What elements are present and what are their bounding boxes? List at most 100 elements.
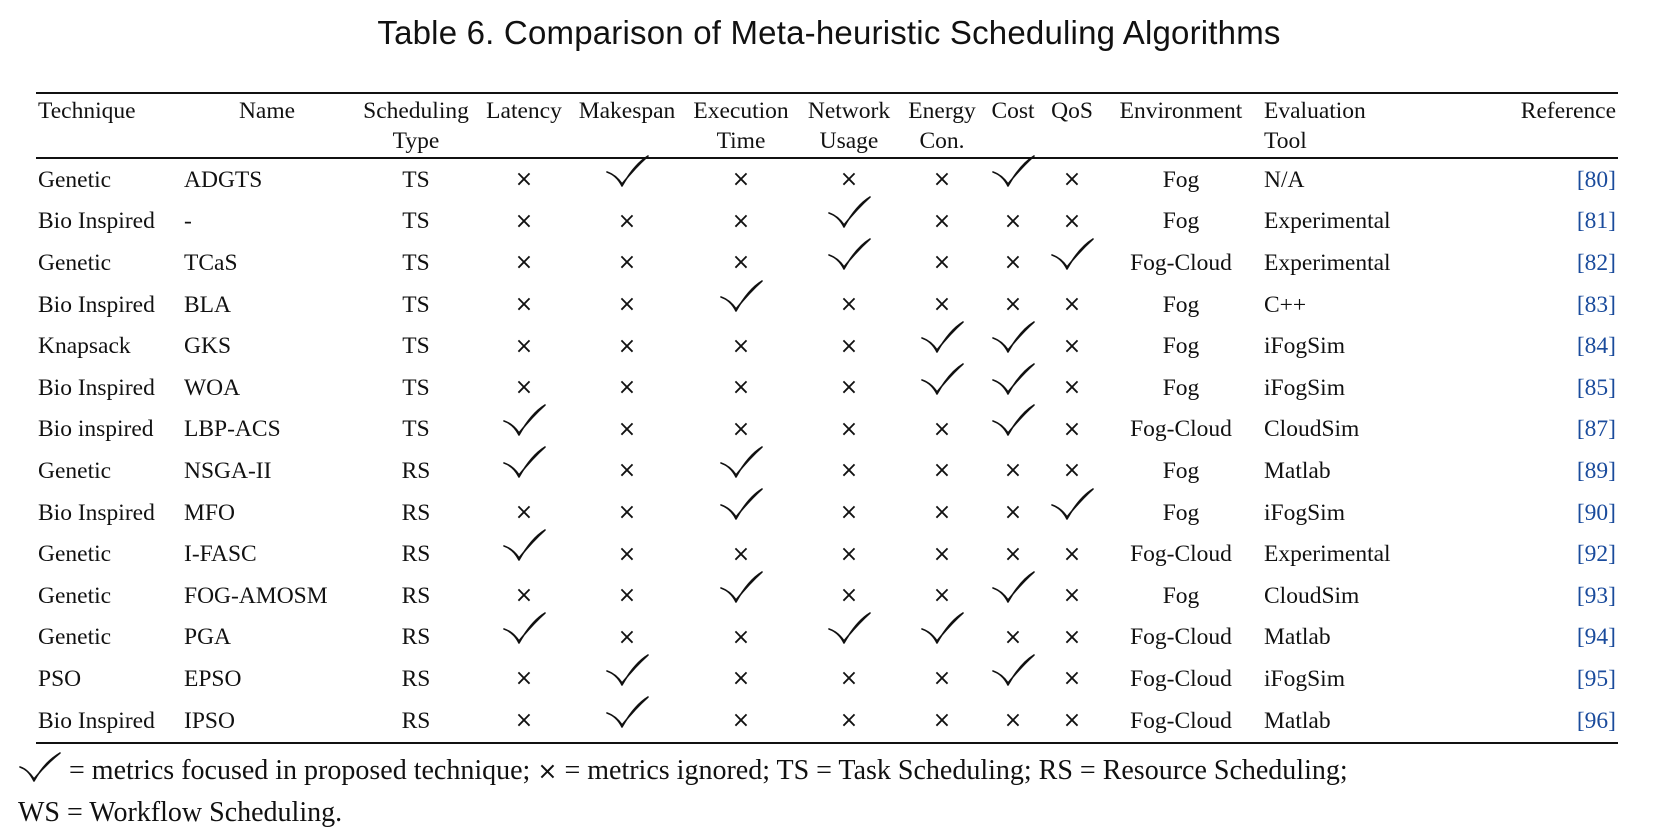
column-header-line-2: Tool — [1264, 128, 1307, 154]
metric-cell — [686, 570, 796, 617]
table-row: Genetic NSGA-II RS × × × × × Fog Matlab [89] — [36, 446, 1618, 492]
cross-icon: × — [932, 250, 952, 276]
cross-icon: × — [932, 416, 952, 442]
reference-cell: [87] — [1436, 409, 1618, 451]
cross-icon: × — [839, 416, 859, 442]
reference-link[interactable]: 83 — [1584, 291, 1609, 318]
evaluation-tool-cell: Experimental — [1264, 249, 1391, 276]
reference-link[interactable]: 84 — [1584, 333, 1609, 360]
check-icon — [1051, 238, 1094, 270]
cross-icon: × — [617, 208, 637, 234]
reference-link[interactable]: 93 — [1584, 582, 1609, 609]
scheduling-type-cell: RS — [401, 665, 431, 692]
reference-link[interactable]: 89 — [1584, 457, 1609, 484]
column-header: Energy Con. — [902, 94, 982, 159]
cross-icon: × — [1003, 292, 1023, 318]
scheduling-type-cell: TS — [402, 416, 430, 443]
cross-icon: × — [1003, 458, 1023, 484]
close-bracket: ] — [1608, 166, 1616, 193]
cross-icon: × — [932, 208, 952, 234]
metric-cell — [796, 196, 902, 243]
reference-link[interactable]: 94 — [1584, 624, 1609, 651]
metric-cell: × — [796, 533, 902, 575]
metric-cell: × — [568, 242, 686, 284]
metric-cell: × — [1044, 617, 1100, 659]
cross-icon: × — [731, 375, 751, 401]
metric-cell: × — [1044, 409, 1100, 451]
cross-icon: × — [514, 167, 534, 193]
close-bracket: ] — [1608, 374, 1616, 401]
cross-icon: × — [617, 583, 637, 609]
reference-cell: [96] — [1436, 700, 1618, 742]
check-icon — [828, 612, 871, 645]
scheduling-type-cell: RS — [401, 457, 431, 484]
scheduling-type-cell: TS — [402, 333, 430, 360]
cross-icon: × — [617, 624, 637, 650]
metric-cell: × — [796, 658, 902, 700]
environment-cell: Fog — [1162, 166, 1200, 193]
check-icon — [921, 612, 964, 645]
reference-link[interactable]: 85 — [1584, 374, 1609, 401]
reference-link[interactable]: 95 — [1584, 665, 1609, 692]
reference-link[interactable]: 96 — [1584, 707, 1609, 734]
column-header: Makespan — [568, 94, 686, 159]
scheduling-type-cell: TS — [402, 249, 430, 276]
cross-icon: × — [514, 292, 534, 318]
name-cell: I-FASC — [184, 541, 257, 568]
metric-cell — [982, 154, 1044, 201]
metric-cell: × — [480, 284, 568, 326]
environment-cell: Fog — [1162, 374, 1200, 401]
cross-icon: × — [514, 583, 534, 609]
metric-cell: × — [1044, 575, 1100, 617]
cross-icon: × — [839, 167, 859, 193]
cross-icon: × — [731, 250, 751, 276]
metric-cell: × — [686, 325, 796, 367]
reference-link[interactable]: 87 — [1584, 416, 1609, 443]
cross-icon: × — [839, 666, 859, 692]
metric-cell: × — [796, 700, 902, 742]
cross-icon: × — [1062, 666, 1082, 692]
cross-icon: × — [1003, 541, 1023, 567]
reference-link[interactable]: 81 — [1584, 208, 1609, 235]
open-bracket: [ — [1576, 291, 1585, 318]
metric-cell: × — [982, 201, 1044, 243]
environment-cell: Fog-Cloud — [1130, 249, 1232, 276]
technique-cell: Bio Inspired — [38, 374, 155, 401]
metric-cell — [982, 321, 1044, 367]
check-icon — [606, 154, 649, 187]
open-bracket: [ — [1576, 208, 1585, 235]
reference-link[interactable]: 92 — [1584, 541, 1609, 568]
cross-icon: × — [839, 458, 859, 484]
reference-link[interactable]: 80 — [1584, 166, 1609, 193]
reference-link[interactable]: 90 — [1584, 499, 1609, 526]
cross-icon: × — [1003, 250, 1023, 276]
column-header-line-1: Reference — [1520, 98, 1616, 124]
metric-cell — [902, 362, 982, 409]
environment-cell: Fog — [1162, 457, 1200, 484]
reference-cell: [84] — [1436, 325, 1618, 367]
metric-cell: × — [1044, 450, 1100, 492]
metric-cell: × — [480, 700, 568, 742]
name-cell: PGA — [184, 624, 232, 651]
open-bracket: [ — [1576, 624, 1585, 651]
name-cell: NSGA-II — [184, 457, 272, 484]
column-header-line-1: Cost — [991, 98, 1035, 124]
close-bracket: ] — [1608, 541, 1616, 568]
scheduling-type-cell: TS — [402, 374, 430, 401]
column-header-line-1: QoS — [1051, 98, 1093, 124]
metric-cell — [982, 654, 1044, 700]
check-icon — [992, 321, 1035, 353]
metric-cell: × — [568, 533, 686, 575]
technique-cell: Genetic — [38, 624, 112, 651]
technique-cell: Bio Inspired — [38, 499, 155, 526]
column-header: Scheduling Type — [352, 94, 480, 159]
column-header-line-2: Usage — [819, 128, 879, 154]
metric-cell — [568, 695, 686, 742]
evaluation-tool-cell: iFogSim — [1264, 499, 1345, 526]
table-row: Bio inspired LBP-ACS TS × × × × × Fog-Cloud Cloud… — [36, 404, 1618, 451]
reference-link[interactable]: 82 — [1584, 249, 1609, 276]
table-row: Genetic PGA RS × × × × Fog-Cloud Matlab [94] — [36, 612, 1618, 659]
metric-cell: × — [796, 450, 902, 492]
check-icon — [720, 487, 763, 520]
cross-icon: × — [932, 167, 952, 193]
